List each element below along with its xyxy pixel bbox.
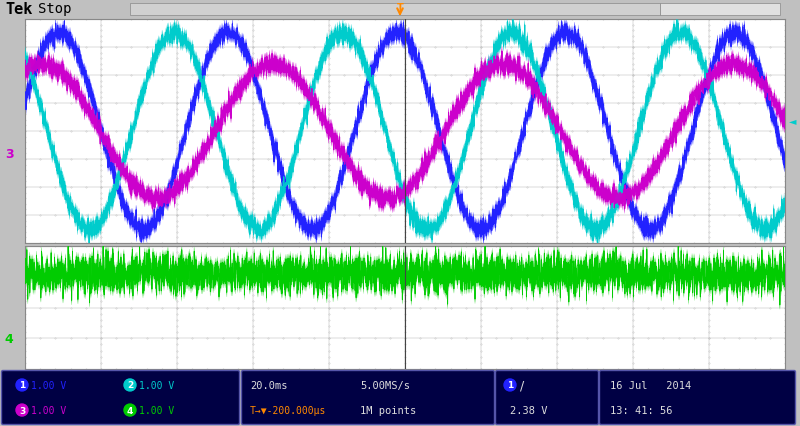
Text: T: T <box>397 3 403 13</box>
Text: 1: 1 <box>19 380 25 389</box>
Text: 3: 3 <box>19 406 25 414</box>
FancyBboxPatch shape <box>2 371 239 424</box>
Text: 2.38 V: 2.38 V <box>510 405 547 415</box>
Text: 13: 41: 56: 13: 41: 56 <box>610 405 673 415</box>
Text: 2: 2 <box>127 380 133 389</box>
Text: Stop: Stop <box>38 2 71 16</box>
Text: 1.00 V: 1.00 V <box>139 405 174 415</box>
Circle shape <box>16 404 28 416</box>
Text: 1.00 V: 1.00 V <box>139 380 174 390</box>
Bar <box>660 4 780 16</box>
Circle shape <box>16 379 28 391</box>
Text: T→▼-200.000μs: T→▼-200.000μs <box>250 405 326 415</box>
FancyBboxPatch shape <box>599 371 795 424</box>
Text: 1.00 V: 1.00 V <box>31 405 66 415</box>
Text: Tek: Tek <box>5 2 32 17</box>
FancyBboxPatch shape <box>495 371 598 424</box>
Circle shape <box>124 379 136 391</box>
Text: 20.0ms: 20.0ms <box>250 380 287 390</box>
Text: 4: 4 <box>127 406 133 414</box>
Text: 1.00 V: 1.00 V <box>31 380 66 390</box>
Circle shape <box>124 404 136 416</box>
Text: 3: 3 <box>5 147 14 161</box>
Text: ◄: ◄ <box>789 115 797 126</box>
Text: /: / <box>520 379 524 391</box>
Text: 4: 4 <box>5 332 14 345</box>
Text: 1M points: 1M points <box>360 405 416 415</box>
Text: 16 Jul   2014: 16 Jul 2014 <box>610 380 691 390</box>
Text: 5.00MS/s: 5.00MS/s <box>360 380 410 390</box>
FancyBboxPatch shape <box>130 4 660 16</box>
FancyBboxPatch shape <box>242 371 494 424</box>
Circle shape <box>504 379 516 391</box>
Text: 1: 1 <box>507 380 513 389</box>
